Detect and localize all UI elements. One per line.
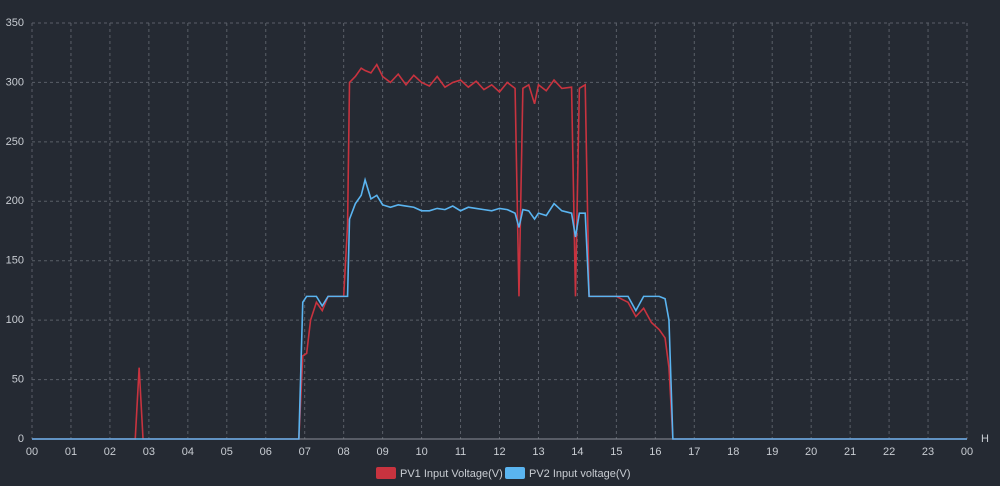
- x-tick-label: 21: [844, 446, 856, 458]
- x-tick-label: 14: [571, 446, 583, 458]
- x-tick-label: 09: [377, 446, 389, 458]
- y-tick-label: 100: [6, 314, 24, 326]
- x-tick-label: 02: [104, 446, 116, 458]
- x-tick-label: 12: [493, 446, 505, 458]
- y-tick-label: 0: [18, 433, 24, 445]
- y-tick-label: 250: [6, 136, 24, 148]
- x-tick-label: 19: [766, 446, 778, 458]
- x-tick-label: 10: [415, 446, 427, 458]
- y-tick-label: 150: [6, 255, 24, 267]
- x-tick-label: 00: [961, 446, 973, 458]
- legend-swatch: [376, 467, 396, 479]
- x-tick-label: 15: [610, 446, 622, 458]
- x-tick-label: 23: [922, 446, 934, 458]
- x-tick-label: 18: [727, 446, 739, 458]
- x-tick-label: 17: [688, 446, 700, 458]
- x-tick-label: 04: [182, 446, 194, 458]
- x-tick-label: 03: [143, 446, 155, 458]
- x-tick-label: 11: [455, 446, 466, 458]
- x-tick-label: 07: [299, 446, 311, 458]
- legend-label: PV2 Input voltage(V): [529, 468, 631, 480]
- x-axis-label: H: [981, 433, 989, 445]
- x-tick-label: 01: [65, 446, 77, 458]
- legend-label: PV1 Input Voltage(V): [400, 468, 503, 480]
- x-tick-label: 13: [532, 446, 544, 458]
- y-tick-label: 50: [12, 373, 24, 385]
- x-tick-label: 20: [805, 446, 817, 458]
- x-tick-label: 16: [649, 446, 661, 458]
- x-tick-label: 00: [26, 446, 38, 458]
- y-tick-label: 300: [6, 76, 24, 88]
- x-tick-label: 06: [260, 446, 272, 458]
- legend-swatch: [505, 467, 525, 479]
- series-line: [32, 176, 967, 440]
- x-tick-label: 05: [221, 446, 233, 458]
- x-tick-label: 08: [338, 446, 350, 458]
- y-tick-label: 200: [6, 195, 24, 207]
- y-tick-label: 350: [6, 17, 24, 29]
- x-tick-label: 22: [883, 446, 895, 458]
